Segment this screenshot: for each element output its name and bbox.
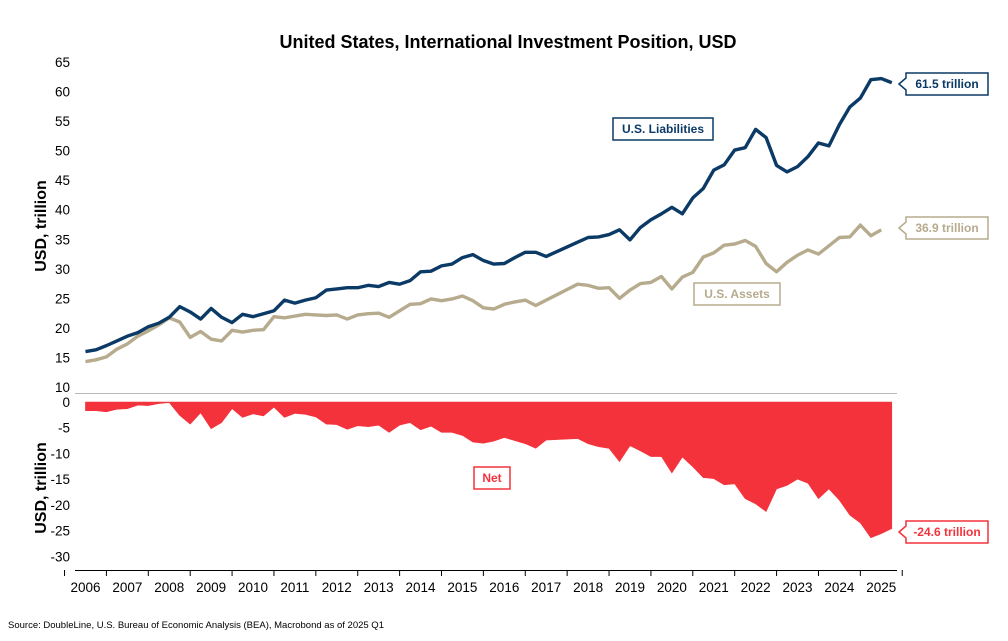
- upper-y-tick-label: 55: [55, 114, 70, 129]
- x-tick-label: 2011: [280, 580, 309, 595]
- x-tick-label: 2012: [322, 580, 352, 595]
- x-tick-label: 2007: [112, 580, 142, 595]
- lower-y-tick-label: 0: [62, 395, 70, 410]
- svg-text:-24.6 trillion: -24.6 trillion: [913, 525, 980, 539]
- upper-y-axis: 10 15 20 25 30 35 40 45 50 55 60 65: [55, 55, 70, 395]
- x-tick-label: 2010: [238, 580, 268, 595]
- x-tick-label: 2008: [154, 580, 184, 595]
- net-series-label: Net: [473, 466, 511, 490]
- x-tick-label: 2015: [447, 580, 477, 595]
- x-tick-label: 2025: [866, 580, 896, 595]
- x-tick-label: 2013: [364, 580, 394, 595]
- upper-y-tick-label: 15: [55, 350, 70, 365]
- lower-y-axis: 0 -5 -10 -15 -20 -25 -30: [50, 395, 70, 564]
- x-tick-label: 2006: [70, 580, 100, 595]
- assets-end-label: 36.9 trillion: [897, 216, 989, 240]
- svg-text:U.S. Liabilities: U.S. Liabilities: [622, 122, 704, 136]
- x-tick-label: 2021: [699, 580, 729, 595]
- lower-y-tick-label: -25: [50, 524, 70, 539]
- upper-y-tick-label: 40: [55, 203, 70, 218]
- assets-series-label: U.S. Assets: [693, 282, 781, 306]
- svg-text:36.9 trillion: 36.9 trillion: [915, 221, 978, 235]
- upper-y-tick-label: 50: [55, 144, 70, 159]
- liabilities-line: [85, 76, 893, 354]
- series-labels: U.S. Liabilities U.S. Assets Net 61.5 trill…: [473, 72, 989, 544]
- upper-y-axis-label: USD, trillion: [33, 180, 50, 272]
- svg-text:61.5 trillion: 61.5 trillion: [915, 77, 978, 91]
- x-axis: 2006 2007 2008 2009 2010 2011 2012 2013 2014 2015…: [64, 570, 903, 595]
- chart-title: United States, International Investment …: [279, 32, 736, 52]
- line-series-group: [85, 76, 893, 364]
- assets-line: [85, 223, 883, 364]
- x-tick-label: 2020: [657, 580, 687, 595]
- x-tick-label: 2017: [531, 580, 561, 595]
- x-tick-label: 2009: [196, 580, 226, 595]
- x-tick-label: 2014: [406, 580, 437, 595]
- upper-y-tick-label: 20: [55, 321, 70, 336]
- x-tick-label: 2018: [573, 580, 603, 595]
- upper-y-tick-label: 65: [55, 55, 70, 70]
- svg-text:Net: Net: [482, 471, 501, 485]
- lower-y-axis-label: USD, trillion: [33, 442, 50, 534]
- x-tick-label: 2022: [741, 580, 771, 595]
- liabilities-end-label: 61.5 trillion: [897, 72, 989, 96]
- x-tick-label: 2023: [782, 580, 812, 595]
- upper-y-tick-label: 60: [55, 85, 70, 100]
- upper-y-tick-label: 45: [55, 173, 70, 188]
- svg-text:U.S. Assets: U.S. Assets: [704, 287, 770, 301]
- upper-y-tick-label: 10: [55, 380, 70, 395]
- net-area-series: [85, 401, 893, 539]
- lower-y-tick-label: -30: [50, 549, 70, 564]
- upper-y-tick-label: 30: [55, 262, 70, 277]
- source-note: Source: DoubleLine, U.S. Bureau of Econo…: [8, 620, 384, 631]
- lower-y-tick-label: -20: [50, 498, 70, 513]
- lower-y-tick-label: -5: [58, 421, 70, 436]
- lower-y-tick-label: -10: [50, 446, 70, 461]
- upper-y-tick-label: 25: [55, 291, 70, 306]
- liabilities-series-label: U.S. Liabilities: [612, 117, 714, 141]
- x-tick-label: 2016: [489, 580, 519, 595]
- x-tick-label: 2019: [615, 580, 645, 595]
- net-end-label: -24.6 trillion: [897, 520, 989, 544]
- x-tick-label: 2024: [824, 580, 855, 595]
- lower-y-tick-label: -15: [50, 472, 70, 487]
- upper-y-tick-label: 35: [55, 232, 70, 247]
- net-area: [85, 401, 893, 539]
